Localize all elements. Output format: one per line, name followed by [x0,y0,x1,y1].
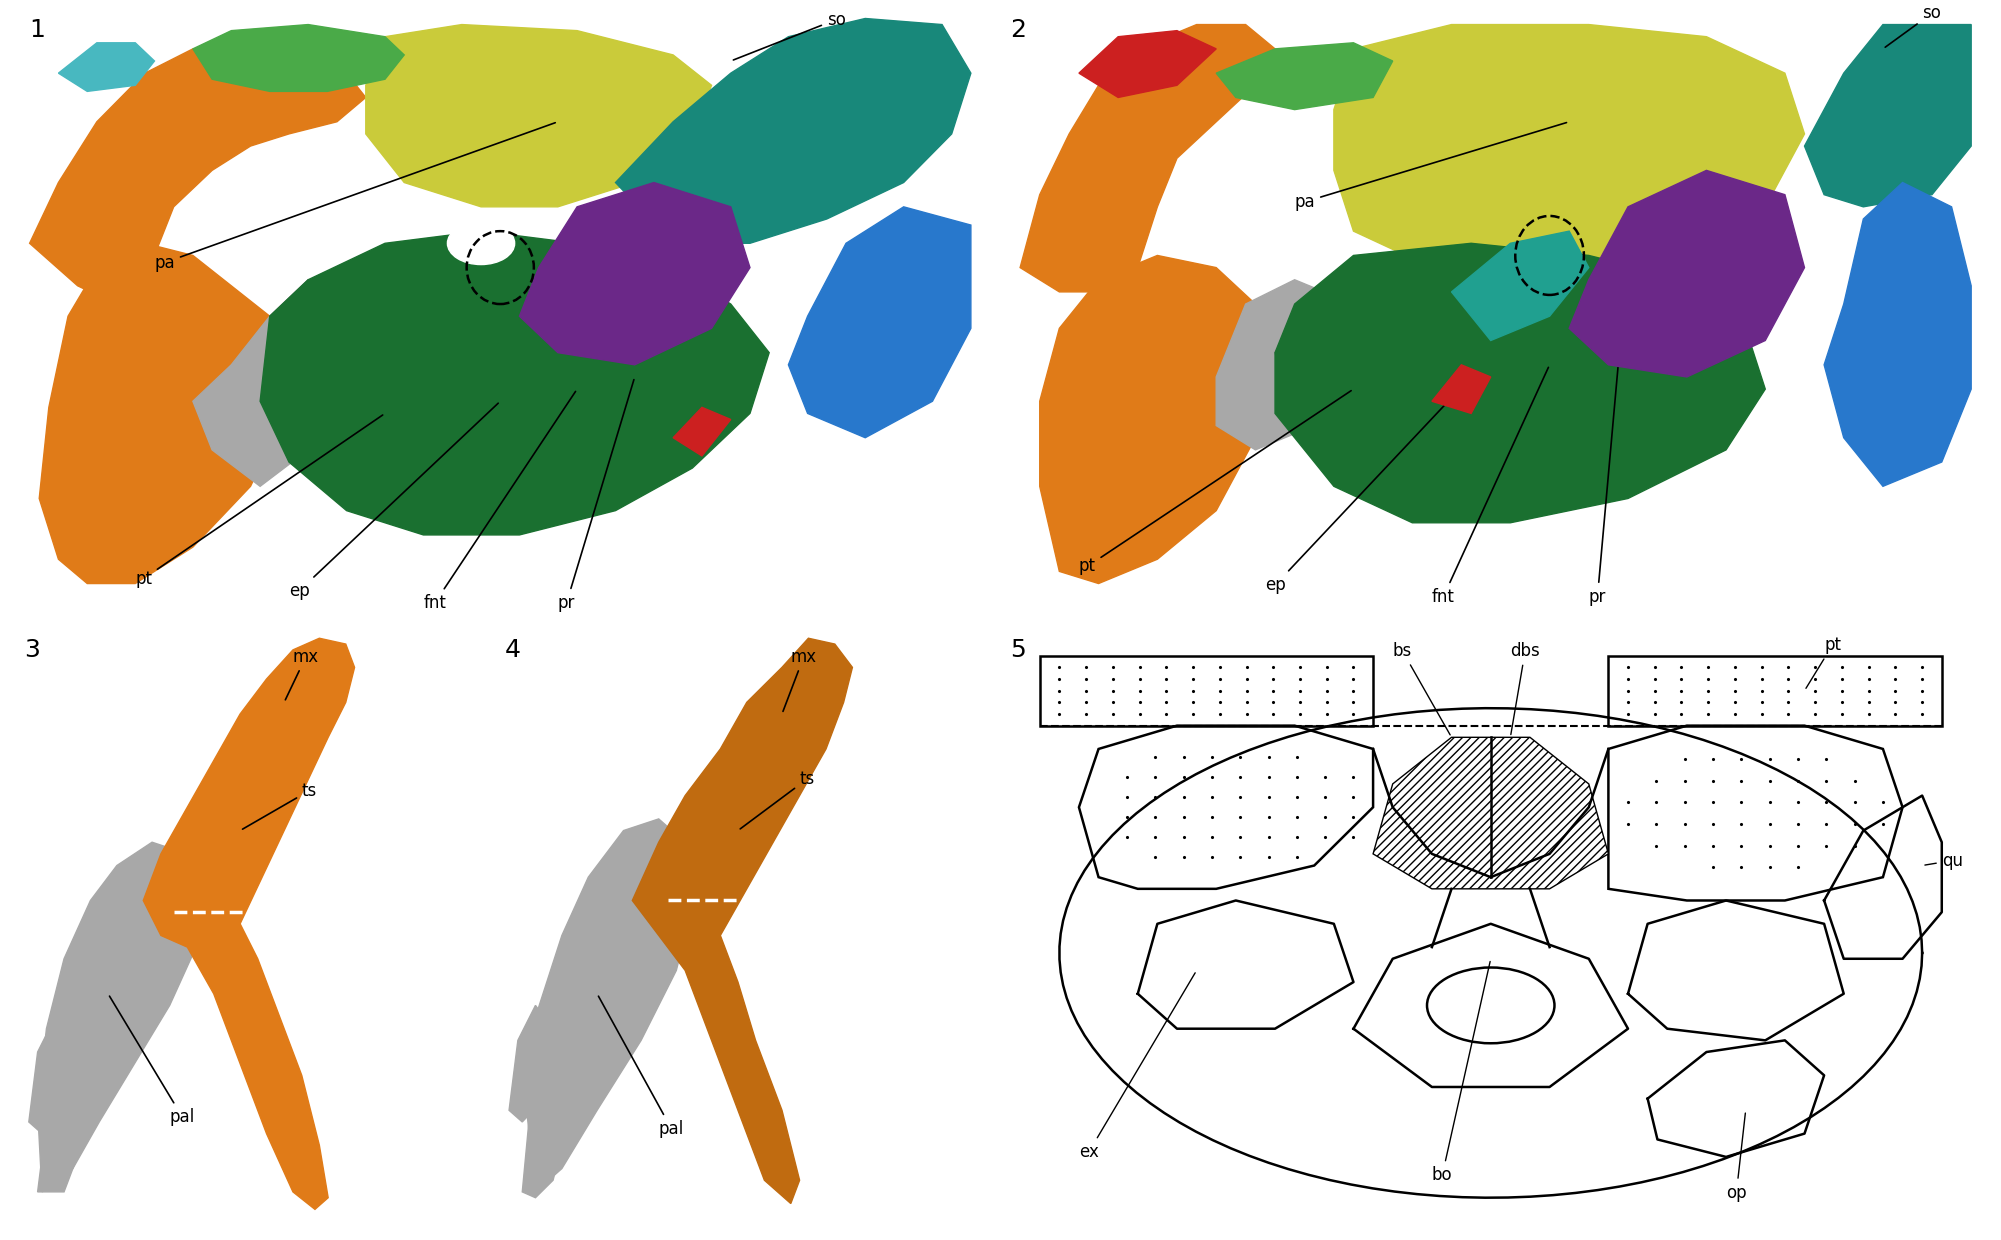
Polygon shape [1825,182,1971,486]
Text: pr: pr [558,379,634,611]
Polygon shape [38,1110,82,1192]
Polygon shape [1805,25,1971,207]
Polygon shape [1041,255,1275,584]
Polygon shape [788,207,970,438]
Text: mx: mx [286,647,318,699]
Polygon shape [192,25,404,92]
Text: pt: pt [1079,391,1351,575]
Polygon shape [632,639,852,1204]
Text: pr: pr [1589,367,1619,606]
Text: so: so [732,11,846,60]
Polygon shape [522,1075,570,1198]
Polygon shape [270,280,366,389]
Text: mx: mx [782,647,816,712]
Polygon shape [192,316,328,486]
Text: op: op [1727,1114,1747,1202]
Polygon shape [260,231,768,534]
Text: 3: 3 [24,639,40,662]
Polygon shape [1433,365,1491,413]
Polygon shape [672,407,730,456]
Polygon shape [1275,291,1413,413]
Text: fnt: fnt [424,392,576,611]
Polygon shape [616,19,970,243]
Text: 4: 4 [504,639,520,662]
Text: 1: 1 [30,19,46,42]
Polygon shape [1021,25,1275,291]
Circle shape [448,222,514,264]
Polygon shape [366,25,712,207]
Text: 2: 2 [1011,19,1027,42]
Text: qu: qu [1925,852,1963,869]
Polygon shape [1373,738,1609,889]
Polygon shape [28,1017,72,1133]
Polygon shape [30,43,366,304]
Text: ep: ep [1265,379,1469,594]
Polygon shape [1217,280,1353,450]
Text: pa: pa [1295,123,1567,211]
Polygon shape [508,1006,552,1122]
Text: pal: pal [110,996,194,1126]
Text: ts: ts [740,770,814,828]
Polygon shape [520,182,750,365]
Polygon shape [1079,31,1217,98]
Text: so: so [1885,5,1941,47]
Polygon shape [58,43,154,92]
Text: ep: ep [288,403,498,600]
Text: ex: ex [1079,973,1195,1161]
Polygon shape [38,842,204,1192]
Text: pal: pal [598,996,684,1137]
Polygon shape [1451,231,1589,341]
Polygon shape [144,639,354,1209]
Text: ts: ts [242,781,316,830]
Polygon shape [1569,170,1805,377]
Text: bs: bs [1393,642,1451,735]
Text: 5: 5 [1011,639,1027,662]
Text: fnt: fnt [1433,367,1549,606]
Polygon shape [1275,243,1765,523]
Polygon shape [40,243,288,584]
Text: pt: pt [136,415,382,588]
Polygon shape [1335,25,1805,280]
Polygon shape [526,818,694,1192]
Text: pt: pt [1807,636,1841,688]
Text: bo: bo [1433,961,1491,1184]
Polygon shape [1217,43,1393,109]
Text: pa: pa [154,123,554,272]
Text: dbs: dbs [1511,642,1541,734]
